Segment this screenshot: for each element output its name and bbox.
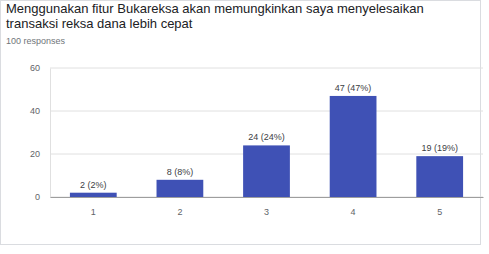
x-tick-label: 4 [351,207,356,217]
x-tick: 3 [264,197,269,217]
frame [1,1,481,245]
y-tick-label: 0 [35,192,40,202]
data-label: 19 (19%) [421,143,458,153]
y-tick: 40 [30,106,50,116]
x-tick-label: 2 [177,207,182,217]
plot: 0 20 40 60 1 2 3 4 5 2 (2%) 8 (8%) 24 (24%) 47 (47%)… [30,63,484,217]
y-axis: 0 20 40 60 [30,63,51,202]
title-line: Menggunakan fitur Bukareksa akan memungk… [6,1,424,16]
x-tick-label: 5 [437,207,442,217]
bar [243,145,290,197]
bars [70,96,463,197]
grid-line [50,68,483,69]
x-tick: 4 [351,197,356,217]
y-tick-label: 20 [30,149,40,159]
bar [157,180,204,197]
bar [330,96,377,197]
subtitle: 100 responses [6,36,66,46]
x-tick: 2 [177,197,182,217]
data-label: 8 (8%) [167,167,194,177]
x-tick-label: 3 [264,207,269,217]
x-tick: 1 [91,197,96,217]
x-axis: 1 2 3 4 5 [51,197,484,217]
data-label: 47 (47%) [335,83,372,93]
bar [70,193,117,197]
bar [416,156,463,197]
title-line: transaksi reksa dana lebih cepat [6,16,193,31]
data-label: 2 (2%) [80,180,107,190]
grid [50,68,483,197]
x-tick-label: 1 [91,207,96,217]
y-tick-label: 40 [30,106,40,116]
y-tick-label: 60 [30,63,40,73]
title: Menggunakan fitur Bukareksa akan memungk… [6,1,424,31]
data-labels: 2 (2%) 8 (8%) 24 (24%) 47 (47%) 19 (19%) [80,83,458,190]
grid-line [50,111,483,112]
y-tick: 60 [30,63,50,73]
x-axis-line [51,197,484,198]
x-tick: 5 [437,197,442,217]
chart: Menggunakan fitur Bukareksa akan memungk… [0,0,489,254]
y-axis-line [50,69,51,198]
y-tick: 20 [30,149,50,159]
data-label: 24 (24%) [248,132,285,142]
y-tick: 0 [35,192,50,202]
